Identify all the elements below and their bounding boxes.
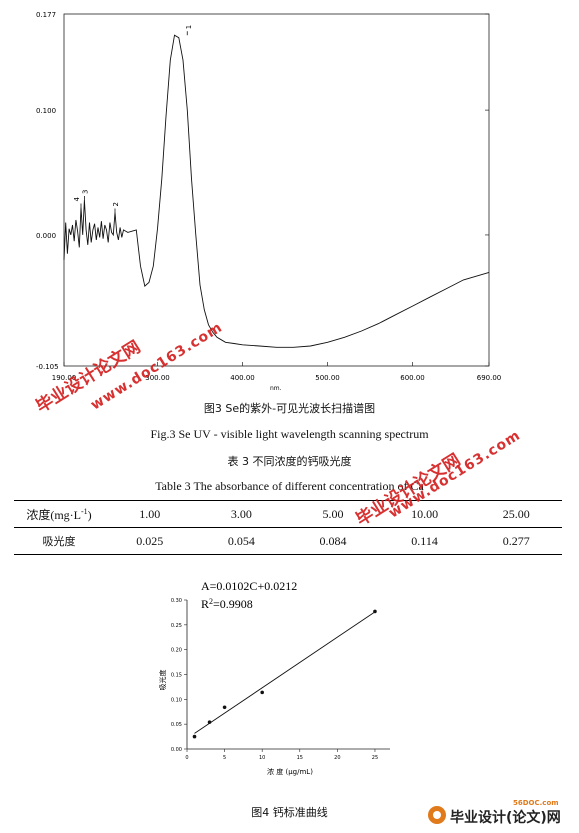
- fit-line: [194, 611, 376, 734]
- figure3-caption-cn: 图3 Se的紫外-可见光波长扫描谱图: [203, 402, 376, 415]
- y-tick-label: 0.100: [36, 107, 56, 115]
- peak-label: 1: [185, 25, 193, 29]
- x-tick-label: 600.00: [400, 374, 425, 382]
- site-logo: 56DOC.com 毕业设计(论文)网: [423, 796, 579, 829]
- table-cell: 0.084: [287, 527, 379, 555]
- y-tick-label: 0.30: [171, 598, 182, 604]
- x-tick-label: 25: [372, 755, 378, 761]
- table-cell: 1.00: [104, 500, 196, 528]
- y-axis-label: 吸光度: [158, 670, 167, 691]
- table-cell: 0.114: [378, 527, 471, 555]
- y-tick-label: 0.05: [171, 722, 182, 728]
- figure4-caption-cn: 图4 钙标准曲线: [251, 806, 328, 819]
- table-cell: 5.00: [287, 500, 379, 528]
- table3-title-cn: 表 3 不同浓度的钙吸光度: [227, 455, 352, 468]
- concentration-header: 浓度(mg·L-1): [14, 500, 104, 528]
- table-cell: 10.00: [378, 500, 471, 528]
- spectrum-line: [63, 34, 490, 348]
- figure3-caption-en: Fig.3 Se UV - visible light wavelength s…: [150, 427, 429, 441]
- r-squared-label: R2=0.9908: [201, 597, 253, 611]
- y-tick-label: 0.000: [36, 232, 56, 240]
- figure3-plot-frame: [63, 13, 490, 367]
- data-point: [222, 705, 227, 710]
- table3-title-en: Table 3 The absorbance of different conc…: [155, 479, 424, 493]
- absorbance-header: 吸光度: [14, 527, 104, 555]
- absorbance-table: 浓度(mg·L-1) 1.00 3.00 5.00 10.00 25.00 吸光…: [14, 500, 562, 555]
- data-point: [192, 734, 197, 739]
- x-tick-label: 0: [185, 755, 188, 761]
- table-cell: 25.00: [470, 500, 562, 528]
- x-tick-label: 15: [297, 755, 303, 761]
- peak-label: 2: [112, 202, 120, 206]
- table-row-absorbance: 吸光度 0.025 0.054 0.084 0.114 0.277: [14, 527, 562, 555]
- y-tick-label: 0.20: [171, 648, 182, 654]
- equation-label: A=0.0102C+0.0212: [201, 579, 297, 593]
- figure4-calibration-chart: 0.000.050.100.150.200.250.30 0 5 10 15 20 25 …: [158, 579, 390, 776]
- y-tick-label: 0.15: [171, 673, 182, 679]
- x-tick-label: 400.00: [230, 374, 255, 382]
- y-tick-label: 0.25: [171, 623, 182, 629]
- table-cell: 3.00: [195, 500, 288, 528]
- figure3-spectrum-chart: 0.177 0.100 0.000 -0.105 190.00 300.00 400.00…: [36, 11, 502, 392]
- data-point: [373, 609, 377, 614]
- x-tick-label: 5: [223, 755, 226, 761]
- y-tick-label: 0.177: [36, 11, 56, 19]
- table-cell: 0.025: [104, 527, 196, 555]
- x-tick-label: 500.00: [315, 374, 340, 382]
- x-tick-label: 10: [259, 755, 265, 761]
- x-tick-label: 190.00: [52, 374, 77, 382]
- peak-label: 3: [81, 190, 89, 194]
- table-row-concentration: 浓度(mg·L-1) 1.00 3.00 5.00 10.00 25.00: [14, 500, 562, 528]
- y-tick-label: 0.00: [171, 747, 182, 753]
- table-cell: 0.054: [195, 527, 288, 555]
- y-tick-label: -0.105: [36, 363, 59, 371]
- x-tick-label: 690.00: [477, 374, 502, 382]
- x-unit-label: nm.: [270, 385, 282, 392]
- logo-site-name: 毕业设计(论文)网: [450, 809, 561, 826]
- data-point: [207, 720, 212, 724]
- peak-label: 4: [73, 196, 81, 201]
- x-tick-label: 300.00: [145, 374, 170, 382]
- y-tick-label: 0.10: [171, 697, 182, 703]
- x-axis-label: 浓 度 (μg/mL): [267, 767, 313, 776]
- logo-site-domain: 56DOC.com: [513, 799, 559, 807]
- data-point: [260, 690, 264, 695]
- table-cell: 0.277: [470, 527, 562, 555]
- x-tick-label: 20: [334, 755, 340, 761]
